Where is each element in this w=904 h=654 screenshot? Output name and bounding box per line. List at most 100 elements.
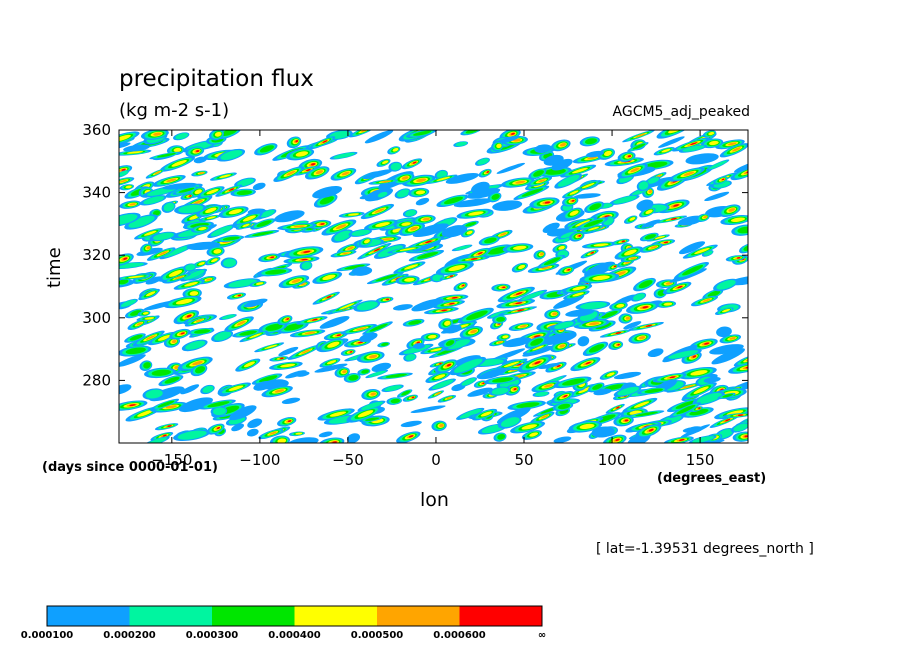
precip-cell bbox=[599, 329, 632, 338]
precip-cell bbox=[119, 177, 135, 187]
precip-contour bbox=[219, 174, 232, 178]
precip-cell bbox=[720, 214, 748, 226]
precip-contour bbox=[342, 370, 347, 374]
precip-cell bbox=[581, 241, 617, 249]
precip-cell bbox=[478, 168, 492, 178]
precip-contour bbox=[401, 222, 411, 226]
precip-contour bbox=[557, 403, 571, 410]
precip-contour bbox=[355, 327, 367, 331]
precip-contour bbox=[295, 151, 309, 157]
precip-cell bbox=[739, 243, 748, 254]
precip-cell bbox=[493, 432, 507, 442]
precip-contour bbox=[339, 303, 355, 310]
precip-contour bbox=[145, 335, 156, 340]
precip-contour bbox=[624, 249, 637, 256]
precip-cell bbox=[402, 318, 425, 327]
y-tick-label: 280 bbox=[82, 371, 111, 389]
precip-contour bbox=[341, 252, 350, 255]
precip-contour bbox=[638, 181, 649, 190]
precip-contour bbox=[572, 286, 586, 291]
precip-cell bbox=[521, 430, 542, 440]
y-tick-label: 320 bbox=[82, 246, 111, 264]
precip-contour bbox=[682, 264, 704, 276]
precip-contour bbox=[644, 234, 657, 240]
precip-cell bbox=[246, 428, 259, 437]
precip-cell bbox=[569, 231, 585, 242]
precip-contour bbox=[541, 332, 577, 346]
precip-contour bbox=[368, 354, 378, 359]
precip-contour bbox=[690, 370, 708, 376]
precip-cell bbox=[538, 362, 560, 370]
precip-contour bbox=[565, 309, 595, 317]
x-tick-label: −50 bbox=[332, 451, 364, 469]
precip-cell bbox=[119, 274, 153, 280]
precip-contour bbox=[677, 285, 683, 289]
precip-cell bbox=[393, 261, 426, 274]
precip-cell bbox=[504, 384, 521, 396]
precip-cell bbox=[713, 278, 738, 292]
precip-cell bbox=[522, 342, 551, 355]
precip-cell bbox=[428, 378, 456, 391]
precip-cell bbox=[119, 212, 141, 227]
precip-cell bbox=[327, 299, 363, 315]
precip-contour bbox=[638, 336, 646, 340]
precip-contour bbox=[210, 225, 233, 237]
precip-cell bbox=[284, 246, 324, 259]
precip-contour bbox=[410, 405, 446, 413]
precip-contour bbox=[540, 414, 549, 419]
precip-contour bbox=[365, 417, 380, 421]
y-tick-label: 300 bbox=[82, 309, 111, 327]
precip-cell bbox=[289, 431, 305, 437]
precip-contour bbox=[511, 132, 515, 135]
precip-contour bbox=[623, 321, 642, 330]
precip-contour bbox=[491, 387, 509, 395]
precip-contour bbox=[333, 152, 356, 159]
precip-contour bbox=[214, 331, 232, 341]
precip-cell bbox=[460, 130, 482, 136]
precip-contour bbox=[446, 363, 452, 367]
precip-contour bbox=[231, 423, 244, 432]
precip-cell bbox=[668, 402, 701, 418]
colorbar-label: 0.000600 bbox=[433, 630, 486, 641]
precip-contour bbox=[255, 282, 264, 285]
precip-contour bbox=[467, 387, 493, 397]
precip-cell bbox=[312, 271, 343, 284]
precip-contour bbox=[454, 245, 471, 251]
precip-cell bbox=[471, 181, 490, 194]
precip-contour bbox=[439, 423, 444, 428]
precip-cell bbox=[606, 263, 619, 271]
colorbar-swatch bbox=[47, 606, 130, 626]
precip-cell bbox=[553, 294, 585, 309]
precip-cell bbox=[244, 230, 280, 238]
precip-cell bbox=[298, 158, 323, 172]
precip-contour bbox=[448, 264, 466, 271]
precip-cell bbox=[317, 408, 355, 421]
precip-contour bbox=[382, 160, 389, 165]
precip-cell bbox=[278, 275, 310, 289]
precip-cell bbox=[584, 261, 616, 278]
precip-cell bbox=[277, 315, 293, 326]
precip-cell bbox=[258, 428, 284, 440]
precip-contour bbox=[663, 302, 673, 306]
precip-cell bbox=[563, 290, 590, 300]
chart-title: precipitation flux bbox=[119, 66, 314, 92]
precip-contour bbox=[480, 411, 492, 417]
precip-cell bbox=[365, 369, 389, 379]
precip-contour bbox=[558, 245, 565, 250]
precip-contour bbox=[237, 294, 242, 297]
precip-contour bbox=[534, 391, 549, 397]
precip-cell bbox=[564, 216, 598, 232]
precip-contour bbox=[144, 437, 168, 443]
precip-contour bbox=[711, 348, 745, 365]
precip-contour bbox=[130, 310, 142, 316]
precip-contour bbox=[416, 251, 439, 259]
precip-contour bbox=[641, 219, 661, 228]
precip-contour bbox=[544, 201, 551, 204]
precip-contour bbox=[522, 345, 555, 357]
precip-contour bbox=[236, 320, 246, 326]
precip-contour bbox=[322, 140, 328, 143]
precip-cell bbox=[137, 310, 151, 317]
precip-contour bbox=[206, 216, 216, 220]
precip-contour bbox=[553, 436, 572, 443]
precip-contour bbox=[645, 209, 653, 214]
